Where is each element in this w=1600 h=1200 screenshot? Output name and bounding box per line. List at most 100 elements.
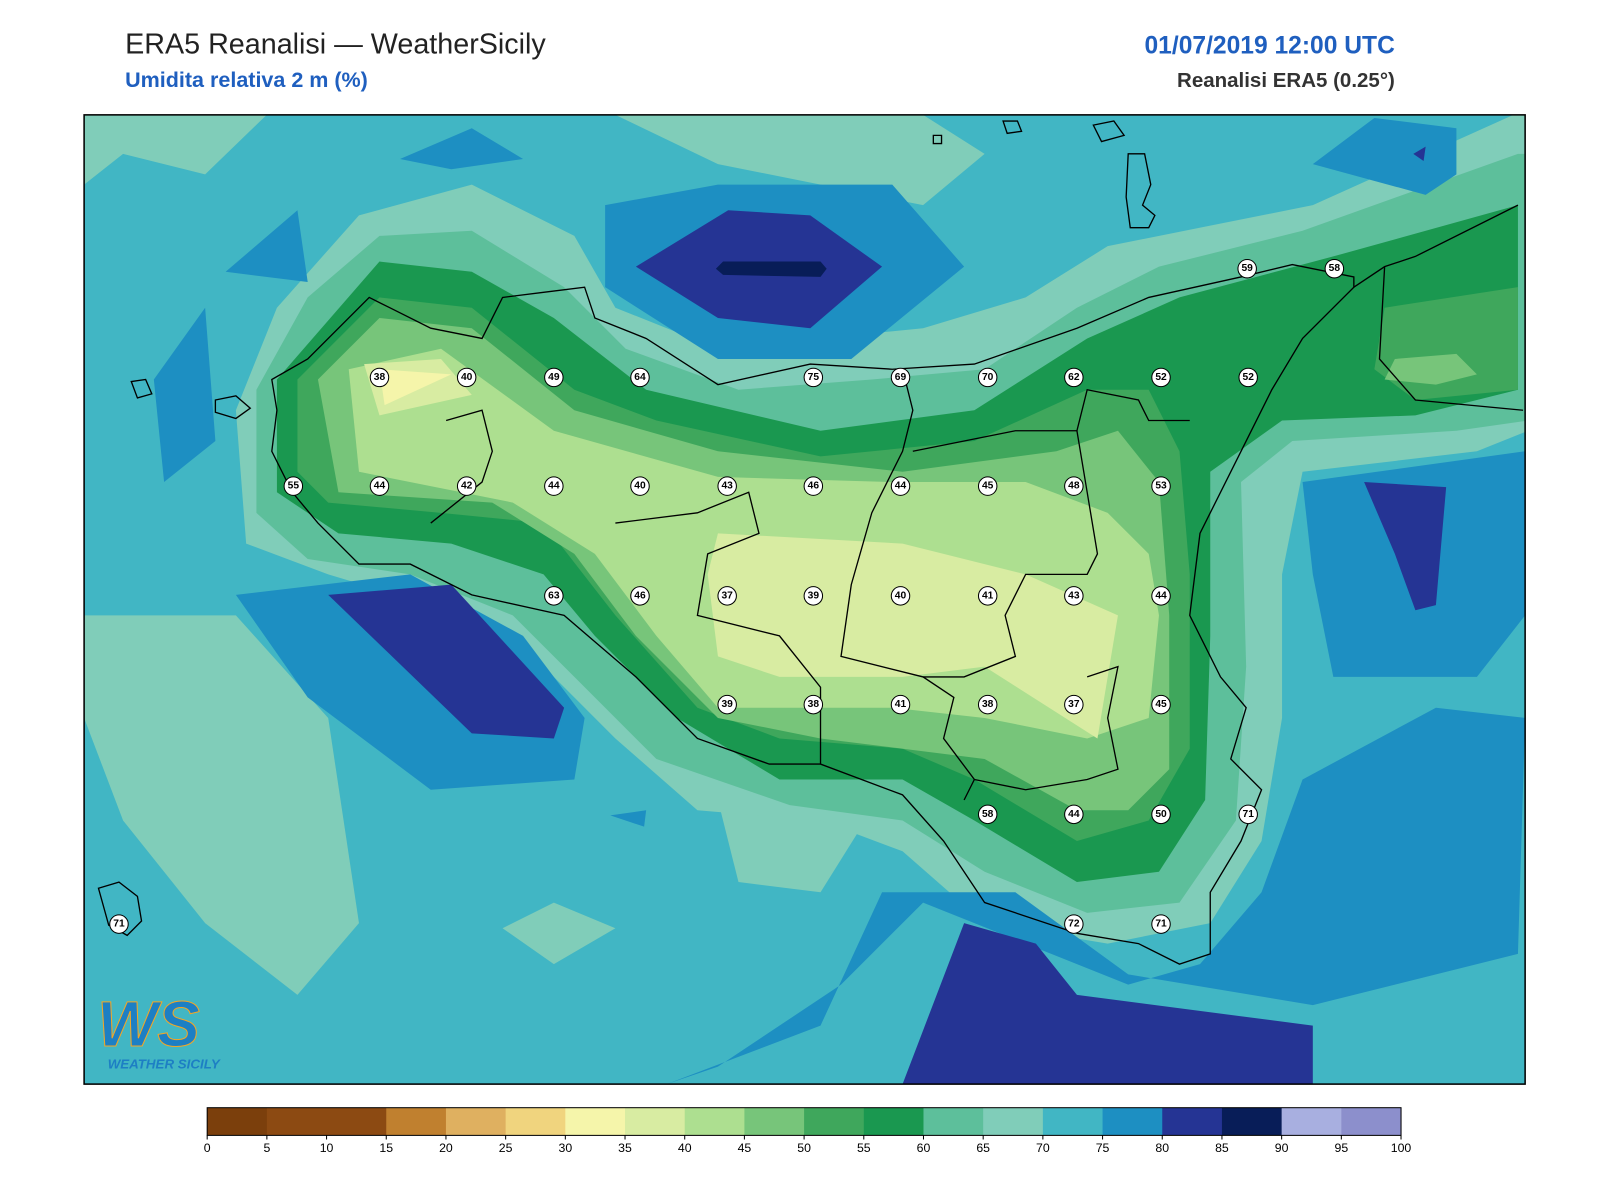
station-marker [544,586,564,606]
station-value: 40 [895,590,907,601]
colorbar-tick-label: 65 [976,1141,990,1155]
station-marker [977,367,998,388]
station-marker [1151,367,1171,388]
colorbar-tick-label: 40 [678,1141,692,1155]
station-marker [369,367,390,388]
humidity-contour [328,584,565,739]
station-marker [890,694,911,715]
logo-text: WEATHER SICILY [108,1057,221,1072]
colorbar-segment [1281,1107,1342,1136]
logo-mark: WS [97,989,199,1060]
station-value: 59 [1241,263,1253,274]
humidity-contour [902,923,1313,1085]
station-marker [109,914,129,934]
station-marker [803,476,824,496]
station-marker [1324,258,1345,279]
station-value: 58 [982,809,994,820]
colorbar-segment [1162,1107,1223,1136]
station-value: 48 [1068,481,1080,492]
station-value: 70 [982,372,994,383]
station-value: 71 [1155,919,1167,930]
station-marker [1064,914,1084,934]
station-value: 75 [808,372,820,383]
station-marker [630,586,650,606]
colorbar-segment [565,1107,626,1136]
station-value: 53 [1155,481,1167,492]
colorbar-segment [326,1107,387,1136]
station-value: 44 [1068,809,1080,820]
subtitle: Umidita relativa 2 m (%) [125,68,368,92]
station-marker [1151,914,1171,934]
colorbar-tick-label: 15 [379,1141,393,1155]
station-marker [1151,804,1171,825]
colorbar-segment [266,1107,328,1136]
station-value: 44 [895,481,907,492]
station-value: 44 [1155,590,1167,601]
colorbar-tick-label: 25 [499,1141,513,1155]
colorbar-tick-label: 95 [1334,1141,1348,1155]
colorbar-tick-label: 0 [204,1141,211,1155]
colorbar-segment [1102,1107,1163,1136]
station-marker [1151,476,1171,496]
humidity-contour [666,707,1526,1085]
humidity-contour [1364,482,1447,611]
logo: WS WEATHER SICILY [97,989,221,1072]
colorbar-tick-label: 80 [1155,1141,1169,1155]
colorbar-tick-label: 45 [738,1141,752,1155]
station-marker [630,367,650,388]
colorbar-tick-label: 30 [558,1141,572,1155]
humidity-contour [225,210,308,283]
station-value: 41 [982,590,994,601]
station-marker [890,367,911,388]
colorbar: 0 5 10 15 20 25 30 35 40 45 50 55 60 65 70 75 80 85 90 95 10… [204,1107,1411,1155]
station-value: 52 [1243,372,1255,383]
humidity-contour [707,533,1118,739]
colorbar-tick-label: 60 [917,1141,931,1155]
station-marker [803,694,824,715]
station-marker [369,476,390,496]
humidity-contour [400,128,524,170]
humidity-contour [1413,146,1426,162]
humidity-contour [610,810,647,827]
station-value: 55 [288,481,300,492]
colorbar-tick-label: 75 [1096,1141,1110,1155]
station-marker [717,586,737,606]
humidity-contour [715,261,827,277]
station-value: 41 [895,699,907,710]
map-frame [83,114,1526,1085]
station-marker [803,367,824,388]
humidity-contour [153,307,216,483]
station-marker [1151,586,1171,606]
colorbar-segment [1341,1107,1402,1136]
colorbar-tick-label: 10 [320,1141,334,1155]
station-value: 37 [721,590,733,601]
station-marker [456,476,477,496]
colorbar-segment [207,1107,268,1136]
colorbar-segment [445,1107,507,1136]
station-marker [1064,804,1084,825]
station-value: 44 [548,481,560,492]
colorbar-segment [1042,1107,1104,1136]
station-marker [977,476,998,496]
station-value: 69 [895,372,907,383]
station-marker [890,476,911,496]
station-value: 40 [461,372,473,383]
datetime: 01/07/2019 12:00 UTC [1144,32,1395,59]
station-value: 43 [1068,590,1080,601]
station-value: 37 [1068,699,1080,710]
humidity-contour [615,114,985,206]
station-marker [544,367,564,388]
station-value: 72 [1068,919,1080,930]
colorbar-segment [684,1107,745,1136]
colorbar-tick-label: 55 [857,1141,871,1155]
humidity-contour [502,902,616,965]
humidity-contour [84,615,359,995]
station-value: 45 [1155,699,1167,710]
colorbar-segment [1221,1107,1283,1136]
colorbar-segment [923,1107,984,1136]
station-value: 39 [808,590,820,601]
colorbar-tick-label: 90 [1275,1141,1289,1155]
station-marker [456,367,477,388]
station-value: 64 [634,372,646,383]
station-marker [1238,367,1258,388]
